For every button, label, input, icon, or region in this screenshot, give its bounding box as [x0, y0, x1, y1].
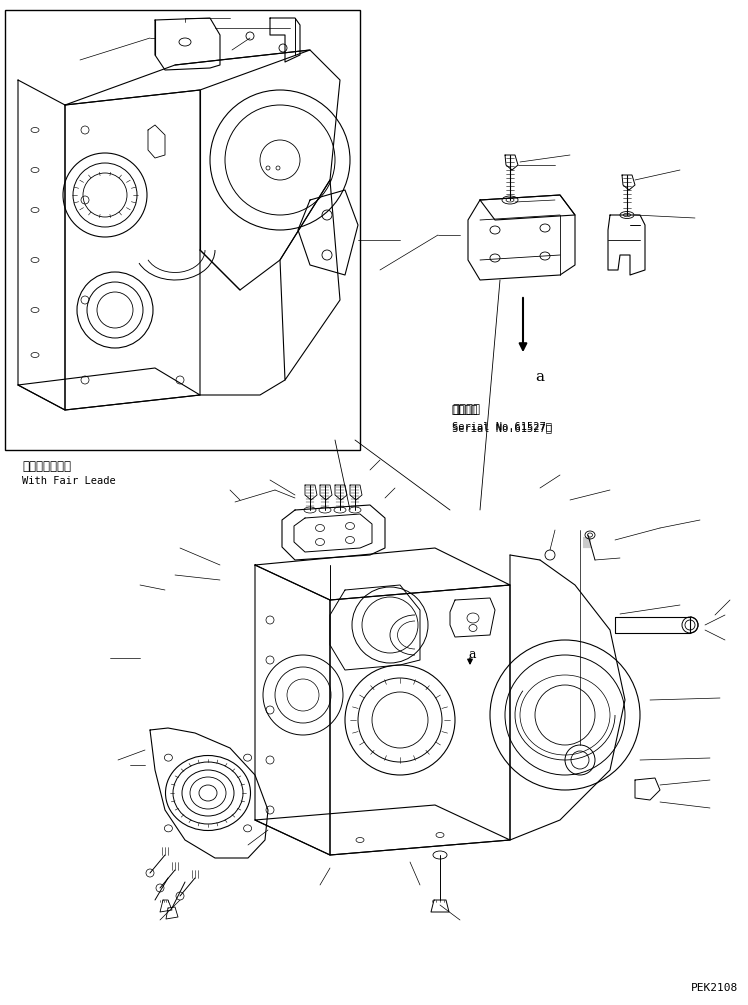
- Text: 適用号機: 適用号機: [452, 403, 480, 416]
- Text: フェアリード付: フェアリード付: [22, 460, 71, 473]
- Text: 適用号機: 適用号機: [452, 405, 479, 415]
- Bar: [5, 10, 360, 450]
- Text: PEK2108: PEK2108: [690, 983, 738, 993]
- Text: Serial No.61527～: Serial No.61527～: [452, 421, 552, 431]
- Text: Serial No.61527～: Serial No.61527～: [452, 423, 552, 433]
- Text: a: a: [468, 648, 476, 661]
- Text: a: a: [535, 370, 544, 384]
- Text: With Fair Leade: With Fair Leade: [22, 476, 116, 486]
